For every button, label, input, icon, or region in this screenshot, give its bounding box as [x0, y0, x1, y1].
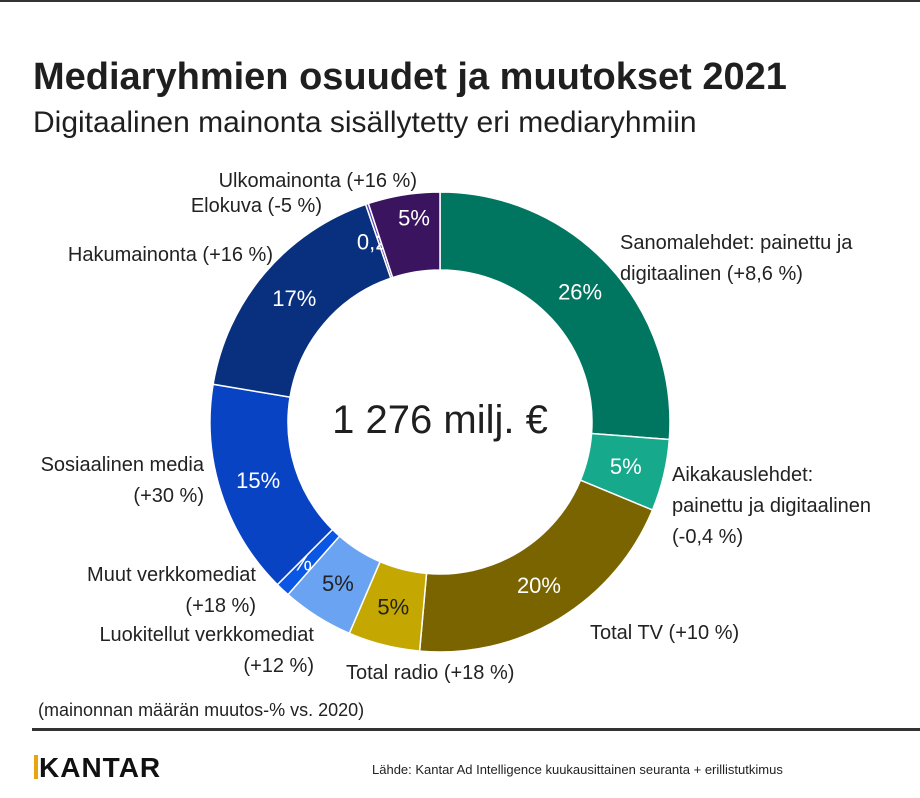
slice-value-label: 5%	[398, 206, 430, 231]
chart-subtitle: Digitaalinen mainonta sisällytetty eri m…	[33, 106, 697, 139]
center-total: 1 276 milj. €	[332, 398, 548, 442]
change-note: (mainonnan määrän muutos-% vs. 2020)	[38, 700, 365, 720]
legend-line: Sosiaalinen media	[40, 454, 204, 476]
donut-slice-sanomalehdet	[439, 191, 671, 441]
legend-sosiaalinen-media: Sosiaalinen media (+30 %)	[41, 450, 204, 512]
source-note: Lähde: Kantar Ad Intelligence kuukausitt…	[372, 762, 783, 777]
slice-value-label: 5%	[610, 454, 642, 479]
legend-line: Aikakauslehdet:	[672, 464, 814, 486]
slice-value-label: 5%	[322, 571, 354, 596]
legend-sanomalehdet: Sanomalehdet: painettu ja digitaalinen (…	[620, 228, 852, 290]
bottom-rule	[32, 728, 920, 731]
legend-line: Sanomalehdet: painettu ja	[620, 232, 853, 254]
legend-aikakauslehdet: Aikakauslehdet: painettu ja digitaalinen…	[672, 460, 871, 553]
legend-line: (+12 %)	[243, 655, 314, 677]
slice-value-label: 5%	[377, 595, 409, 620]
legend-line: Elokuva (-5 %)	[190, 195, 322, 217]
legend-line: Ulkomainonta (+16 %)	[218, 170, 417, 192]
legend-elokuva: Elokuva (-5 %)	[191, 191, 322, 222]
legend-luokitellut-verkkomediat: Luokitellut verkkomediat (+12 %)	[99, 620, 314, 682]
legend-line: (-0,4 %)	[672, 526, 744, 548]
top-rule	[0, 0, 920, 2]
legend-line: Muut verkkomediat	[87, 564, 256, 586]
donut-slice-ulkomainonta	[367, 191, 441, 279]
legend-total-tv: Total TV (+10 %)	[590, 618, 739, 649]
donut-slice-total-tv	[418, 479, 654, 653]
legend-total-radio: Total radio (+18 %)	[346, 658, 514, 689]
legend-line: Luokitellut verkkomediat	[99, 624, 314, 646]
logo-mark	[34, 755, 38, 779]
legend-hakumainonta: Hakumainonta (+16 %)	[68, 240, 273, 271]
legend-line: (+18 %)	[185, 595, 256, 617]
legend-line: digitaalinen (+8,6 %)	[620, 263, 803, 285]
slice-value-label: 26%	[558, 280, 602, 305]
legend-line: painettu ja digitaalinen	[672, 495, 872, 517]
kantar-logo: KANTAR	[34, 752, 161, 784]
slice-value-label: 17%	[272, 286, 316, 311]
legend-ulkomainonta: Ulkomainonta (+16 %)	[219, 166, 417, 197]
legend-muut-verkkomediat: Muut verkkomediat (+18 %)	[87, 560, 256, 622]
logo-text: KANTAR	[39, 752, 162, 783]
legend-line: (+30 %)	[133, 485, 204, 507]
slice-value-label: 20%	[517, 573, 561, 598]
legend-line: Total TV (+10 %)	[590, 622, 740, 644]
legend-line: Total radio (+18 %)	[346, 662, 515, 684]
slice-value-label: 15%	[236, 468, 280, 493]
legend-line: Hakumainonta (+16 %)	[67, 244, 273, 266]
chart-title: Mediaryhmien osuudet ja muutokset 2021	[33, 56, 787, 98]
